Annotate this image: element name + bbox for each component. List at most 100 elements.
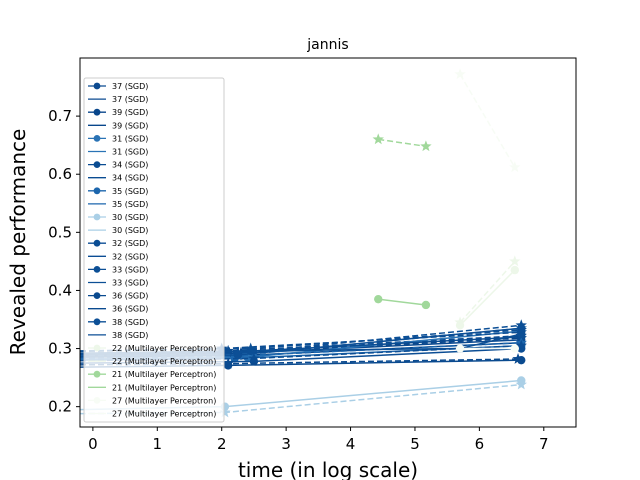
legend-label-12: 32 (SGD) (112, 239, 148, 248)
legend: 37 (SGD) 37 (SGD) 39 (SGD) 39 (SGD) 31 (SGD)… (83, 77, 225, 423)
legend-item-2: 39 (SGD) (88, 108, 148, 117)
legend-label-3: 39 (SGD) (112, 121, 148, 130)
series-23-point-1 (420, 140, 432, 152)
legend-label-21: 22 (Multilayer Perceptron) (112, 357, 216, 366)
x-tick-label-2: 2 (217, 435, 227, 453)
x-tick-label-6: 6 (475, 435, 485, 453)
series-21-line (459, 260, 516, 323)
legend-item-17: 36 (SGD) (88, 305, 148, 314)
series-19-point-1 (232, 347, 244, 359)
legend-label-4: 31 (SGD) (112, 134, 148, 143)
series-11-point-2 (515, 378, 527, 390)
y-tick-label-5: 0.7 (48, 107, 72, 125)
y-axis: 0.2 0.3 0.4 0.5 0.6 0.7 (48, 107, 80, 416)
legend-label-24: 27 (Multilayer Perceptron) (112, 396, 216, 405)
series-24-point-1 (510, 344, 520, 353)
y-axis-label: Revealed performance (6, 129, 30, 356)
legend-label-9: 35 (SGD) (112, 200, 148, 209)
y-tick-label-0: 0.2 (48, 398, 72, 416)
legend-swatch-marker-4 (93, 135, 101, 142)
legend-swatch-marker-18 (93, 318, 101, 326)
series-15-point-1 (244, 342, 257, 354)
legend-label-20: 22 (Multilayer Perceptron) (112, 344, 216, 353)
series-17-point-1 (222, 357, 234, 369)
series-23-point-0 (372, 133, 384, 145)
legend-label-6: 34 (SGD) (112, 161, 148, 170)
legend-label-13: 32 (SGD) (112, 252, 148, 261)
legend-label-8: 35 (SGD) (112, 187, 148, 196)
legend-item-0: 37 (SGD) (88, 82, 148, 91)
legend-swatch-marker-22 (93, 370, 101, 378)
x-tick-label-5: 5 (410, 435, 420, 453)
legend-swatch-marker-8 (93, 187, 101, 195)
y-tick-label-1: 0.3 (48, 340, 72, 358)
series-22 (374, 294, 431, 310)
legend-item-21: 22 (Multilayer Perceptron) (88, 357, 216, 366)
legend-item-16: 36 (SGD) (88, 292, 148, 301)
legend-label-11: 30 (SGD) (112, 226, 148, 235)
legend-item-22: 21 (Multilayer Perceptron) (88, 370, 216, 379)
series-25-point-1 (509, 161, 521, 173)
x-axis-label: time (in log scale) (238, 458, 418, 480)
legend-item-5: 31 (SGD) (88, 148, 148, 157)
series-22-point-1 (421, 300, 431, 310)
legend-label-10: 30 (SGD) (112, 213, 148, 222)
x-tick-label-1: 1 (153, 435, 163, 453)
legend-item-20: 22 (Multilayer Perceptron) (88, 344, 216, 353)
x-tick-label-3: 3 (281, 435, 291, 453)
series-19 (80, 319, 527, 359)
legend-item-12: 32 (SGD) (88, 239, 148, 248)
legend-swatch-marker-2 (93, 108, 101, 116)
legend-label-25: 27 (Multilayer Perceptron) (112, 410, 216, 419)
legend-item-24: 27 (Multilayer Perceptron) (88, 396, 216, 405)
series-19-point-2 (515, 319, 527, 331)
legend-label-23: 21 (Multilayer Perceptron) (112, 383, 216, 392)
series-17-point-2 (512, 353, 524, 364)
legend-label-22: 21 (Multilayer Perceptron) (112, 370, 216, 379)
legend-label-16: 36 (SGD) (112, 292, 148, 301)
legend-item-15: 33 (SGD) (88, 279, 148, 288)
series-25-point-0 (454, 68, 466, 80)
legend-items: 37 (SGD) 37 (SGD) 39 (SGD) 39 (SGD) 31 (SGD)… (88, 82, 216, 419)
legend-label-14: 33 (SGD) (112, 265, 148, 274)
series-23 (372, 133, 432, 152)
legend-item-9: 35 (SGD) (88, 200, 148, 209)
legend-item-23: 21 (Multilayer Perceptron) (88, 383, 216, 392)
legend-item-3: 39 (SGD) (88, 121, 148, 130)
legend-item-25: 27 (Multilayer Perceptron) (88, 410, 216, 419)
series-20-point-1 (510, 265, 520, 275)
legend-item-18: 38 (SGD) (88, 318, 148, 327)
legend-item-6: 34 (SGD) (88, 161, 148, 170)
series-21-point-0 (454, 316, 466, 328)
legend-swatch-marker-24 (93, 397, 101, 404)
series-23-line (378, 138, 427, 148)
legend-item-10: 30 (SGD) (88, 213, 148, 222)
legend-label-5: 31 (SGD) (112, 148, 148, 157)
legend-label-19: 38 (SGD) (112, 331, 148, 340)
series-22-line (378, 298, 427, 306)
series-13-point-1 (248, 352, 260, 364)
x-tick-label-0: 0 (88, 435, 98, 453)
legend-label-7: 34 (SGD) (112, 174, 148, 183)
series-24-point-0 (455, 344, 465, 353)
y-tick-label-3: 0.5 (48, 223, 72, 241)
y-tick-label-4: 0.6 (48, 165, 72, 183)
legend-label-2: 39 (SGD) (112, 108, 148, 117)
series-11-point-1 (219, 406, 231, 418)
legend-label-1: 37 (SGD) (112, 95, 148, 104)
y-tick-label-2: 0.4 (48, 281, 72, 299)
legend-swatch-marker-20 (93, 344, 101, 352)
series-13-point-2 (515, 339, 527, 351)
legend-swatch-marker-12 (93, 239, 101, 247)
series-22-point-0 (374, 294, 383, 304)
legend-label-17: 36 (SGD) (112, 305, 148, 314)
plot-frame (79, 57, 577, 428)
legend-swatch-marker-10 (93, 213, 101, 221)
legend-item-19: 38 (SGD) (88, 331, 148, 340)
series-21 (454, 255, 521, 328)
x-tick-label-7: 7 (539, 435, 549, 453)
x-axis: 0 1 2 3 4 5 6 7 (88, 427, 549, 453)
legend-item-14: 33 (SGD) (88, 265, 148, 274)
series-24 (455, 344, 520, 353)
